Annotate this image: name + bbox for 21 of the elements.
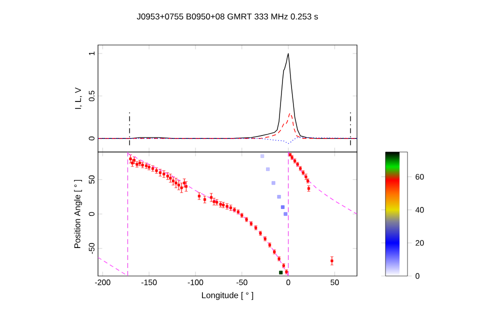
line-series — [127, 153, 289, 276]
point — [284, 212, 288, 216]
point — [183, 182, 186, 184]
point — [330, 260, 334, 262]
point — [266, 167, 270, 172]
point — [260, 154, 264, 158]
y-axis-title: I, L, V — [75, 87, 82, 109]
point — [198, 194, 200, 198]
point — [162, 172, 166, 176]
point — [203, 198, 206, 201]
point — [280, 205, 285, 209]
point — [210, 196, 213, 199]
line-series — [98, 112, 358, 139]
point — [129, 158, 132, 160]
y-axis-title: Position Angle [ ° ] — [74, 180, 82, 248]
x-axis-title: Longitude [ ° ] — [202, 292, 254, 300]
chart-title: J0953+0755 B0950+08 GMRT 333 MHz 0.253 s — [136, 14, 318, 20]
point — [277, 194, 281, 199]
line-series — [288, 152, 358, 214]
point — [279, 270, 283, 274]
point — [272, 181, 276, 185]
